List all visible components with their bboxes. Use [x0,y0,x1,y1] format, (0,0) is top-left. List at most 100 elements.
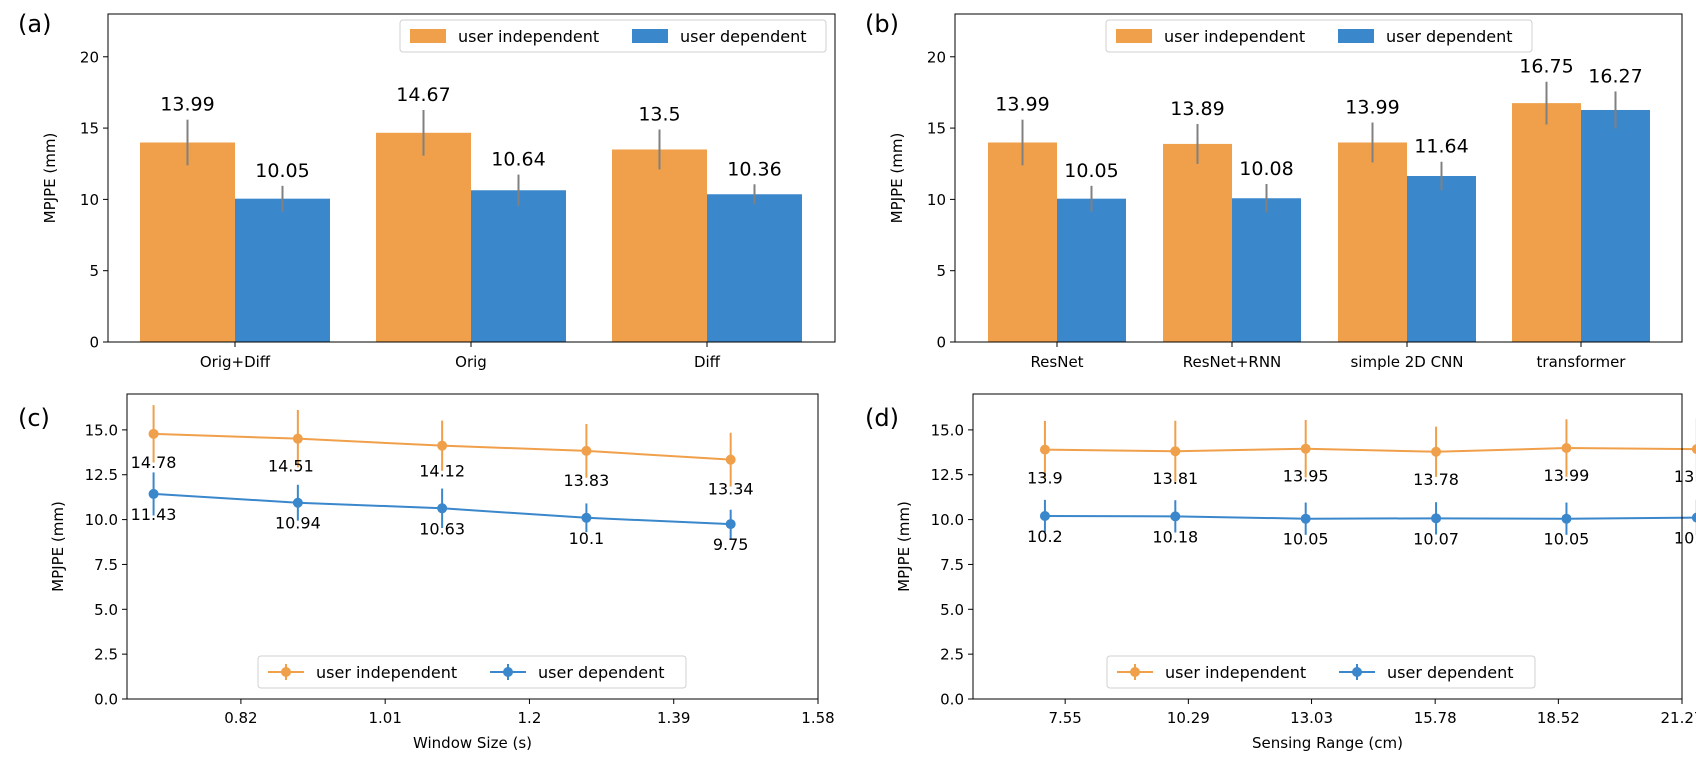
legend-label: user independent [1164,27,1305,46]
legend-label: user dependent [680,27,807,46]
x-tick-label: 10.29 [1167,709,1210,727]
data-point [1691,512,1696,523]
x-axis-label: Sensing Range (cm) [1252,734,1403,752]
data-point [1561,513,1572,524]
y-tick-label: 7.5 [940,556,964,574]
data-point [1431,513,1442,524]
legend: user independent user dependent [257,655,687,689]
data-label: 11.64 [1414,136,1468,158]
y-tick-label: 7.5 [94,556,118,574]
data-label: 11.43 [131,505,177,524]
data-label: 13.81 [1152,469,1198,488]
legend: user independent user dependent [399,19,827,53]
data-label: 13.99 [160,94,214,116]
data-label: 13.78 [1413,470,1459,489]
y-tick-label: 15 [80,120,99,138]
bar [1232,198,1301,342]
data-label: 10.05 [1283,530,1329,549]
y-tick-label: 0.0 [940,691,964,709]
y-tick-label: 20 [80,48,99,66]
data-label: 10.36 [727,158,781,180]
y-tick-label: 0 [89,334,99,352]
legend-label: user independent [458,27,599,46]
legend-label: user independent [316,663,457,682]
y-tick-label: 5.0 [940,601,964,619]
series-line [1044,515,1696,520]
y-tick-label: 10.0 [931,511,964,529]
bar [707,194,802,342]
bar [140,142,235,342]
plot-frame [107,13,836,343]
data-point [581,512,592,523]
bar [1407,176,1476,342]
plot-frame [126,393,819,700]
y-tick-label: 12.5 [931,466,964,484]
panel-label: (b) [865,10,899,38]
y-tick-label: 20 [927,48,946,66]
legend-label: user independent [1165,663,1306,682]
x-tick-label: transformer [1537,353,1627,371]
plot-frame [954,13,1683,343]
chart-panel-a: (a) 0 5 10 15 20 MPJPE (mm) Orig+Diff 13.99 10.05… [18,10,836,371]
data-point [292,433,303,444]
x-tick-label: 7.55 [1048,709,1081,727]
data-label: 10.18 [1152,527,1198,546]
x-tick-label: 13.03 [1290,709,1333,727]
data-point [1431,446,1442,457]
x-axis-label: Window Size (s) [413,734,532,752]
panel-label: (a) [18,10,51,38]
y-tick-label: 15.0 [931,421,964,439]
legend-frame [1106,655,1536,689]
y-axis-label: MPJPE (mm) [41,133,59,224]
data-label: 10.63 [419,519,465,538]
y-tick-label: 5.0 [94,601,118,619]
data-point [148,488,159,499]
data-point [1039,511,1050,521]
x-tick-label: 15.78 [1414,709,1457,727]
legend-swatch [410,29,446,43]
data-label: 14.78 [131,453,177,472]
legend-marker [1130,667,1140,677]
data-point [1170,446,1181,457]
data-point [1300,443,1311,454]
data-label: 13.93 [1674,467,1696,486]
data-label: 13.99 [995,94,1049,116]
data-point [1300,513,1311,524]
y-axis-label: MPJPE (mm) [895,501,913,592]
bar [1512,103,1581,342]
panel-label: (d) [865,404,899,432]
data-label: 10.05 [1064,160,1118,182]
data-label: 13.5 [638,104,680,126]
legend-label: user dependent [1387,663,1514,682]
y-axis-label: MPJPE (mm) [49,501,67,592]
bar [235,198,330,342]
y-tick-label: 10 [80,191,99,209]
bar [612,149,707,342]
data-point [1691,444,1696,455]
data-point [1170,511,1181,522]
data-label: 14.67 [396,84,450,106]
data-label: 13.9 [1027,469,1063,488]
x-tick-label: 18.52 [1537,709,1580,727]
y-tick-label: 15.0 [85,421,118,439]
x-tick-label: ResNet+RNN [1183,353,1282,371]
data-label: 10.08 [1239,158,1293,180]
y-tick-label: 15 [927,120,946,138]
legend-swatch [1116,29,1152,43]
y-tick-label: 12.5 [85,466,118,484]
data-point [148,428,159,439]
legend: user independent user dependent [1106,655,1536,689]
x-tick-label: ResNet [1030,353,1083,371]
x-tick-label: Orig [455,353,487,371]
series-line [1044,447,1696,453]
plot-frame [972,393,1683,700]
data-label: 9.75 [713,535,749,554]
x-tick-label: 1.01 [368,709,401,727]
data-label: 10.1 [569,529,605,548]
y-tick-label: 5 [936,262,946,280]
x-tick-label: 1.58 [801,709,834,727]
chart-panel-d: (d) 0.0 2.5 5.0 7.5 10.0 12.5 15.0 MPJPE (mm) 7.5… [865,393,1696,752]
x-tick-label: 21.27 [1661,709,1696,727]
y-tick-label: 2.5 [940,646,964,664]
bar [471,190,566,342]
